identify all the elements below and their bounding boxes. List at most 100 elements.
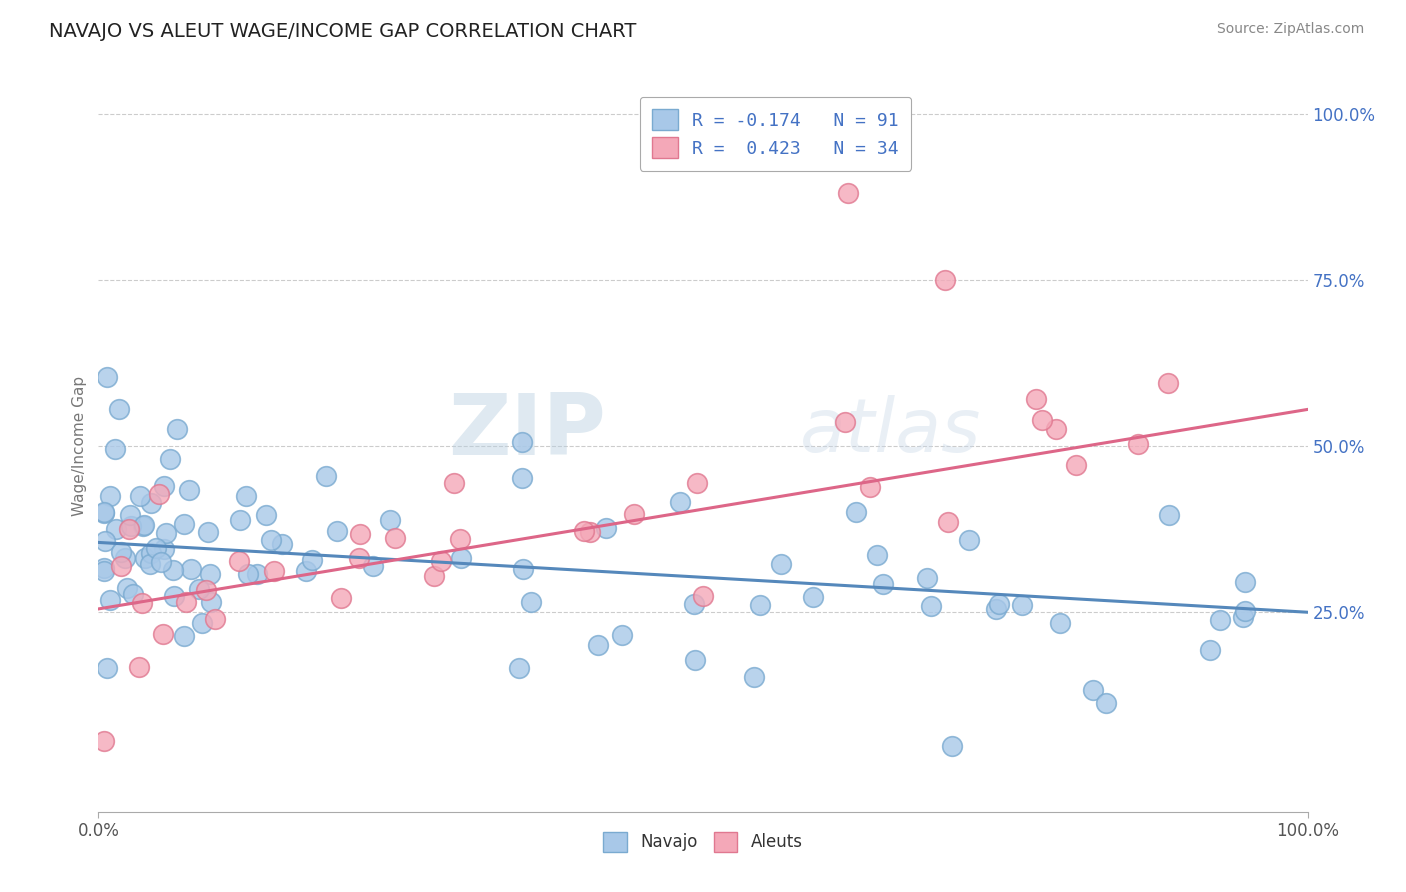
Point <box>984 602 1007 616</box>
Point <box>159 452 181 467</box>
Point <box>1011 598 1033 612</box>
Point <box>510 435 533 450</box>
Point <box>155 526 177 541</box>
Point <box>93 565 115 579</box>
Point <box>769 557 792 571</box>
Point <box>104 522 127 536</box>
Point <box>153 478 176 492</box>
Point <box>152 541 174 556</box>
Point <box>837 186 859 201</box>
Point <box>93 561 115 575</box>
Point <box>349 526 371 541</box>
Point <box>236 567 259 582</box>
Point <box>941 739 963 753</box>
Point <box>104 442 127 457</box>
Point <box>803 591 825 605</box>
Point <box>450 551 472 566</box>
Point <box>595 521 617 535</box>
Point <box>866 548 889 562</box>
Point <box>139 558 162 572</box>
Point <box>94 534 117 549</box>
Point <box>110 559 132 574</box>
Point <box>686 475 709 490</box>
Point <box>271 537 294 551</box>
Point <box>578 524 600 539</box>
Point <box>195 583 218 598</box>
Point <box>254 508 277 522</box>
Point <box>260 533 283 547</box>
Point <box>915 570 938 584</box>
Point <box>235 489 257 503</box>
Point <box>1157 376 1180 390</box>
Point <box>692 589 714 603</box>
Point <box>443 475 465 490</box>
Point <box>1095 696 1118 710</box>
Y-axis label: Wage/Income Gap: Wage/Income Gap <box>72 376 87 516</box>
Point <box>834 415 856 429</box>
Point <box>512 562 534 576</box>
Point <box>859 479 882 493</box>
Point <box>100 489 122 503</box>
Text: ZIP: ZIP <box>449 390 606 473</box>
Point <box>173 629 195 643</box>
Point <box>228 554 250 568</box>
Point <box>845 505 868 519</box>
Point <box>173 517 195 532</box>
Text: atlas: atlas <box>800 395 981 467</box>
Point <box>148 487 170 501</box>
Point <box>118 508 141 523</box>
Point <box>246 567 269 582</box>
Text: Source: ZipAtlas.com: Source: ZipAtlas.com <box>1216 22 1364 37</box>
Point <box>1198 643 1220 657</box>
Point <box>93 507 115 521</box>
Point <box>1049 615 1071 630</box>
Point <box>610 628 633 642</box>
Point <box>1159 508 1181 522</box>
Point <box>588 638 610 652</box>
Point <box>1045 422 1067 436</box>
Point <box>347 551 370 566</box>
Point <box>361 559 384 574</box>
Point <box>1083 683 1105 698</box>
Point <box>326 524 349 539</box>
Point <box>150 555 173 569</box>
Point <box>93 734 115 748</box>
Point <box>1025 392 1047 406</box>
Point <box>200 566 222 581</box>
Point <box>294 564 316 578</box>
Point <box>98 593 121 607</box>
Point <box>197 524 219 539</box>
Point <box>132 518 155 533</box>
Point <box>132 518 155 533</box>
Point <box>423 569 446 583</box>
Point <box>301 553 323 567</box>
Point <box>430 554 453 568</box>
Point <box>263 564 285 578</box>
Point <box>936 515 959 529</box>
Point <box>957 533 980 547</box>
Point <box>669 495 692 509</box>
Point <box>988 597 1011 611</box>
Point <box>96 660 118 674</box>
Point <box>683 653 706 667</box>
Point <box>120 519 142 533</box>
Point <box>187 582 209 596</box>
Point <box>508 661 530 675</box>
Legend: Navajo, Aleuts: Navajo, Aleuts <box>596 826 810 858</box>
Point <box>510 471 533 485</box>
Point <box>378 513 401 527</box>
Point <box>683 597 706 611</box>
Point <box>742 670 765 684</box>
Point <box>129 489 152 503</box>
Point <box>920 599 942 613</box>
Point <box>1208 613 1230 627</box>
Point <box>110 545 132 559</box>
Point <box>121 587 143 601</box>
Point <box>872 576 894 591</box>
Point <box>623 507 645 521</box>
Point <box>176 594 198 608</box>
Point <box>449 532 471 546</box>
Point <box>152 627 174 641</box>
Point <box>229 513 252 527</box>
Point <box>117 522 139 536</box>
